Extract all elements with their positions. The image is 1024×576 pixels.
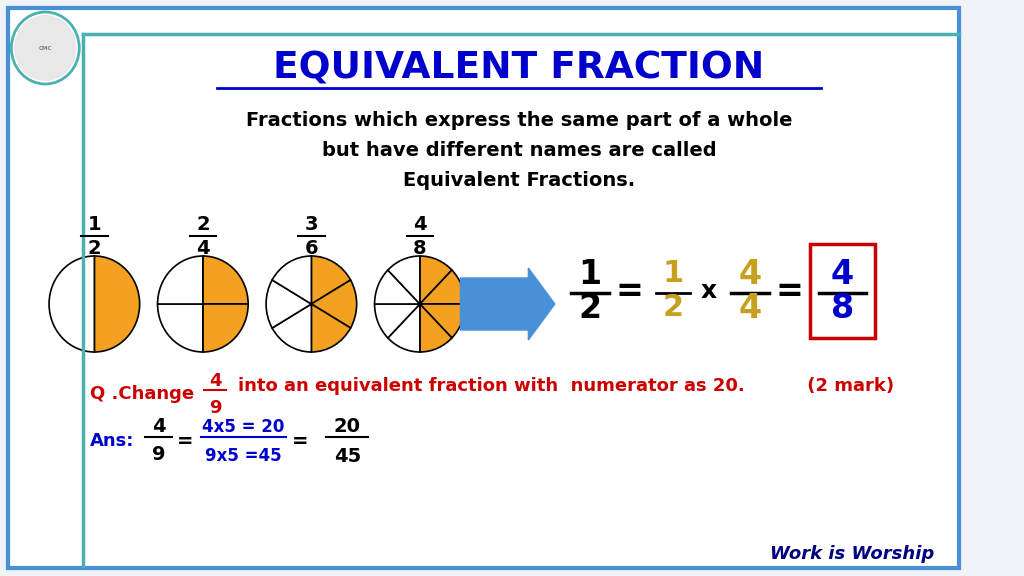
Text: 4: 4: [413, 214, 427, 233]
Text: 9: 9: [209, 399, 221, 417]
Text: 9: 9: [152, 445, 165, 464]
Wedge shape: [420, 270, 465, 304]
Text: CMC: CMC: [39, 46, 52, 51]
Wedge shape: [272, 256, 311, 304]
Text: 8: 8: [413, 238, 427, 257]
Wedge shape: [311, 256, 350, 304]
Text: 3: 3: [304, 214, 318, 233]
Text: EQUIVALENT FRACTION: EQUIVALENT FRACTION: [273, 50, 765, 86]
Text: Equivalent Fractions.: Equivalent Fractions.: [402, 172, 635, 191]
Text: 8: 8: [830, 291, 854, 324]
Text: 45: 45: [334, 446, 360, 465]
Text: 20: 20: [334, 418, 360, 437]
Text: 4: 4: [738, 257, 762, 290]
Wedge shape: [266, 280, 311, 328]
Text: but have different names are called: but have different names are called: [322, 142, 716, 161]
Wedge shape: [94, 256, 139, 352]
Text: 4: 4: [196, 238, 210, 257]
Text: 1: 1: [663, 260, 683, 289]
Text: =: =: [615, 275, 643, 308]
Wedge shape: [388, 256, 420, 304]
FancyBboxPatch shape: [810, 244, 874, 338]
Wedge shape: [388, 304, 420, 352]
Circle shape: [14, 15, 77, 81]
Wedge shape: [203, 256, 248, 304]
Wedge shape: [158, 256, 203, 304]
Text: Work is Worship: Work is Worship: [770, 545, 934, 563]
Wedge shape: [420, 304, 452, 352]
Text: Ans:: Ans:: [90, 432, 134, 450]
Text: 2: 2: [663, 294, 683, 323]
Wedge shape: [272, 304, 311, 352]
Wedge shape: [420, 304, 465, 338]
Text: 4: 4: [152, 418, 165, 437]
Text: 4: 4: [831, 257, 854, 290]
Wedge shape: [375, 270, 420, 304]
Text: =: =: [776, 275, 804, 308]
Wedge shape: [203, 304, 248, 352]
Text: 9x5 =45: 9x5 =45: [205, 447, 282, 465]
Text: Fractions which express the same part of a whole: Fractions which express the same part of…: [246, 112, 793, 131]
FancyArrow shape: [461, 268, 555, 340]
Wedge shape: [375, 304, 420, 338]
Text: 4: 4: [209, 372, 221, 390]
Text: 4x5 = 20: 4x5 = 20: [203, 418, 285, 436]
Wedge shape: [311, 280, 356, 328]
Text: =: =: [177, 431, 194, 450]
Wedge shape: [420, 256, 452, 304]
Text: Q .Change: Q .Change: [90, 385, 194, 403]
Text: =: =: [292, 431, 308, 450]
Wedge shape: [311, 304, 350, 352]
Text: 2: 2: [87, 238, 101, 257]
Wedge shape: [49, 256, 94, 352]
Text: x: x: [700, 279, 717, 303]
Text: 2: 2: [579, 291, 601, 324]
Text: into an equivalent fraction with  numerator as 20.          (2 mark): into an equivalent fraction with numerat…: [238, 377, 894, 395]
Text: 2: 2: [196, 214, 210, 233]
Text: 4: 4: [738, 291, 762, 324]
Wedge shape: [158, 304, 203, 352]
FancyBboxPatch shape: [7, 8, 958, 568]
Text: 1: 1: [87, 214, 101, 233]
Text: 1: 1: [579, 257, 601, 290]
Text: 6: 6: [304, 238, 318, 257]
